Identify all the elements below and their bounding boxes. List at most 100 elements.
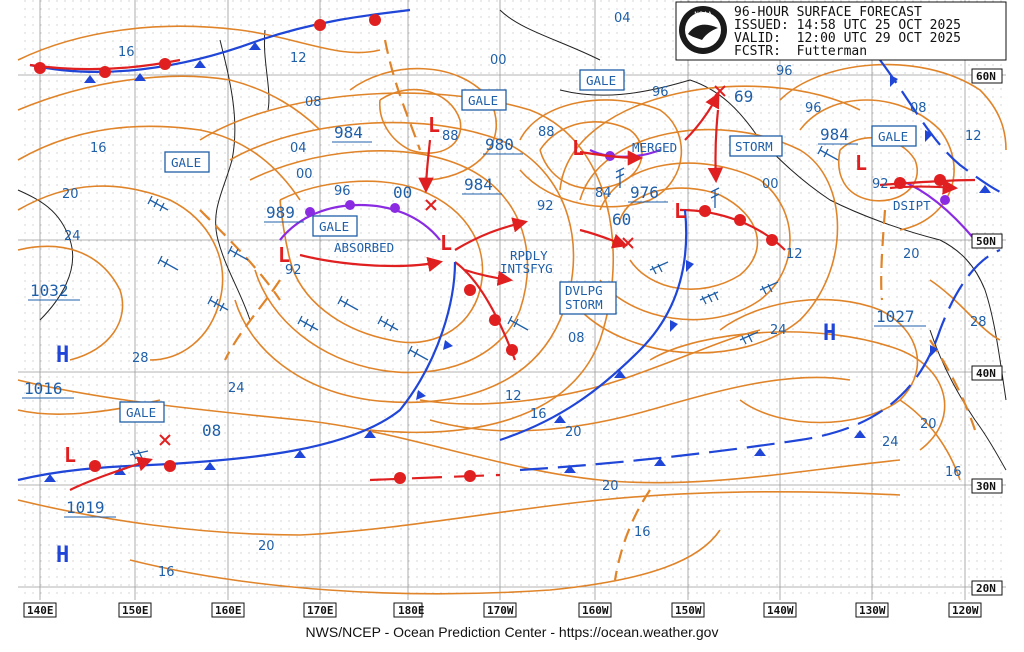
central-pressure: 1032 [30,281,69,300]
isobar-label: 16 [118,45,135,60]
longitude-labels: 140E 150E 160E 170E 180E 170W 160W 150W … [23,602,982,618]
central-pressure: 1016 [24,379,63,398]
isobar-label: 24 [770,323,787,338]
isobar-label: 92 [537,199,554,214]
isobar-label: 88 [538,125,555,140]
lat-label: 40N [976,367,996,380]
central-pressures: 984 980 984 989 00 976 60 69 984 1032 10… [22,87,926,518]
storm-warning: STORM [735,139,773,154]
header-product: 96-HOUR SURFACE FORECAST [734,5,922,20]
gale-warning: GALE [171,155,201,170]
storm-tracks [69,92,959,491]
isobar-label: 20 [62,187,79,202]
isobar-label: 16 [158,565,175,580]
isobar-label: 16 [530,407,547,422]
isobar-label: 24 [228,381,245,396]
rapidly-annotation: RPDLY [510,248,548,263]
forecast-header: NOAA 96-HOUR SURFACE FORECAST ISSUED: 14… [675,1,1007,61]
central-pressure: 1019 [66,498,105,517]
lon-label: 160E [215,604,242,617]
isobar-label: 00 [762,177,779,192]
isobar-label: 04 [290,141,307,156]
lon-label: 150E [122,604,149,617]
lat-label: 30N [976,480,996,493]
header-issued: ISSUED: 14:58 UTC 25 OCT 2025 [734,18,961,33]
high-symbol: H [56,543,69,568]
central-pressure: 1027 [876,307,915,326]
isobar-label: 08 [568,331,585,346]
lon-label: 120W [952,604,979,617]
absorbed-annotation: ABSORBED [334,240,394,255]
central-pressure: 980 [485,135,514,154]
central-pressure: 984 [334,123,363,142]
lon-label: 140E [27,604,54,617]
low-symbol: L [278,243,290,267]
isobar-label: 16 [90,141,107,156]
dissipating-annotation: DSIPT [893,198,931,213]
isobar-label: 00 [490,53,507,68]
lon-label: 170E [307,604,334,617]
latitude-labels: 60N 50N 40N 30N 20N [971,68,1003,596]
gale-warning: GALE [468,93,498,108]
isobar-label: 96 [334,184,351,199]
central-pressure: 976 [630,183,659,202]
warning-boxes: GALE GALE GALE GALE GALE GALE STORM DVLP… [119,69,917,423]
lon-label: 180E [398,604,425,617]
header-forecaster: FCSTR: Futterman [734,44,867,59]
high-centers: H H H [56,321,836,568]
coastlines [17,9,1007,471]
isobar-label: 96 [805,101,822,116]
isobar-labels: 16 12 08 04 00 96 92 88 88 96 84 92 96 0… [62,11,987,580]
isobar-label: 12 [290,51,307,66]
footer-credit: NWS/NCEP - Ocean Prediction Center - htt… [305,624,719,640]
noaa-logo-icon: NOAA [679,6,727,54]
central-pressure: 08 [202,421,221,440]
lat-label: 20N [976,582,996,595]
gale-warning: GALE [878,129,908,144]
gale-warning: GALE [319,219,349,234]
developing-storm-warning: DVLPG STORM [565,283,603,312]
isobar-label: 12 [965,129,982,144]
gale-warning: GALE [126,405,156,420]
storm-line: STORM [565,297,603,312]
lon-label: 170W [487,604,514,617]
high-symbol: H [823,321,836,346]
isobar-label: 24 [64,229,81,244]
isobar-label: 84 [595,186,612,201]
low-symbol: L [428,113,440,137]
high-symbol: H [56,343,69,368]
central-pressure: 989 [266,203,295,222]
gale-warning: GALE [586,73,616,88]
isobar-label: 16 [945,465,962,480]
isobar-label: 12 [786,247,803,262]
isobar-label: 12 [505,389,522,404]
lon-label: 160W [582,604,609,617]
lat-label: 60N [976,70,996,83]
central-pressure: 984 [464,175,493,194]
central-pressure: 69 [734,87,753,106]
isobar-label: 28 [970,315,987,330]
isobar-label: 24 [882,435,899,450]
isobar-label: 08 [910,101,927,116]
isobars [17,25,1007,595]
position-markers [159,85,726,446]
merged-annotation: MERGED [632,140,677,155]
central-pressure: 984 [820,125,849,144]
central-pressure: 00 [393,183,412,202]
isobar-label: 28 [132,351,149,366]
isobar-label: 20 [602,479,619,494]
low-symbol: L [674,199,686,223]
low-centers: L L L L L L L [64,113,867,467]
isobar-label: 92 [285,263,302,278]
fronts [17,8,1007,581]
low-symbol: L [572,136,584,160]
lon-label: 150W [675,604,702,617]
lon-label: 140W [767,604,794,617]
isobar-label: 08 [305,95,322,110]
isobar-label: 92 [872,177,889,192]
isobar-label: 20 [903,247,920,262]
noaa-logo-text: NOAA [694,11,712,18]
low-symbol: L [855,151,867,175]
intensifying-annotation: INTSFYG [500,261,553,276]
